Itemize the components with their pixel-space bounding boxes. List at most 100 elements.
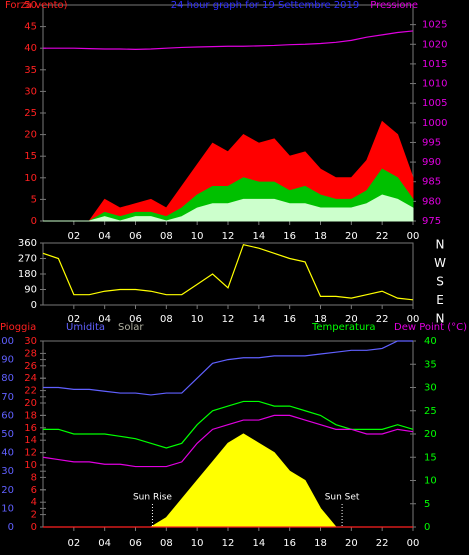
- y2-tick-label: 25: [424, 406, 437, 417]
- y3-tick-label: 0: [31, 522, 37, 533]
- x-tick-label: 14: [252, 314, 265, 325]
- y-tick-label: 0: [8, 522, 14, 533]
- x-tick-label: 18: [314, 231, 327, 242]
- y-tick-label: 35: [24, 65, 37, 76]
- y2-tick-label: 985: [422, 177, 441, 188]
- y-tick-label: 0: [31, 300, 37, 311]
- y-axis-label: Forza vento): [5, 0, 68, 11]
- x-tick-label: 06: [129, 314, 142, 325]
- y3-tick-label: 26: [24, 361, 37, 372]
- x-tick-label: 08: [160, 231, 173, 242]
- y-tick-label: 70: [1, 392, 14, 403]
- series-label: Temperatura: [311, 322, 376, 333]
- line: [43, 30, 414, 50]
- x-tick-label: 12: [222, 314, 235, 325]
- y-tick-label: 90: [1, 355, 14, 366]
- x-tick-label: 20: [345, 231, 358, 242]
- x-tick-label: 16: [283, 538, 296, 549]
- y3-tick-label: 2: [31, 510, 37, 521]
- line: [42, 414, 414, 468]
- x-tick-label: 14: [252, 231, 265, 242]
- x-tick-label: 22: [376, 314, 389, 325]
- x-tick-label: 04: [98, 314, 111, 325]
- series-label: Pioggia: [0, 322, 36, 333]
- x-tick-label: 14: [252, 538, 265, 549]
- compass-label: N: [436, 312, 445, 326]
- y-tick-label: 30: [1, 466, 14, 477]
- y-tick-label: 30: [24, 86, 37, 97]
- y3-tick-label: 30: [24, 336, 37, 347]
- x-tick-label: 10: [191, 314, 204, 325]
- y2-tick-label: 30: [424, 383, 437, 394]
- y3-tick-label: 22: [24, 386, 37, 397]
- compass-label: W: [434, 256, 446, 270]
- area: [43, 194, 414, 222]
- annotation: Sun Set: [325, 493, 360, 503]
- y-tick-label: 100: [0, 336, 14, 347]
- y3-tick-label: 12: [24, 448, 37, 459]
- y-tick-label: 10: [24, 173, 37, 184]
- x-tick-label: 10: [191, 538, 204, 549]
- x-tick-label: 12: [222, 538, 235, 549]
- y2-tick-label: 15: [424, 452, 437, 463]
- series-label: Dew Point (°C): [394, 322, 467, 333]
- y2-tick-label: 40: [424, 336, 437, 347]
- x-tick-label: 00: [407, 538, 420, 549]
- y2-tick-label: 1015: [422, 59, 447, 70]
- y2-tick-label: 995: [422, 137, 441, 148]
- y-tick-label: 0: [31, 216, 37, 227]
- x-tick-label: 10: [191, 231, 204, 242]
- y-tick-label: 80: [1, 373, 14, 384]
- y2-tick-label: 5: [424, 499, 430, 510]
- y-tick-label: 5: [31, 194, 37, 205]
- y3-tick-label: 16: [24, 423, 37, 434]
- x-tick-label: 06: [129, 538, 142, 549]
- y2-tick-label: 990: [422, 157, 441, 168]
- line: [42, 244, 414, 301]
- x-tick-label: 00: [407, 231, 420, 242]
- y3-tick-label: 18: [24, 410, 37, 421]
- y-tick-label: 10: [1, 503, 14, 514]
- x-tick-label: 20: [345, 538, 358, 549]
- x-tick-label: 18: [314, 314, 327, 325]
- x-tick-label: 02: [67, 314, 80, 325]
- y3-tick-label: 28: [24, 348, 37, 359]
- y-tick-label: 20: [1, 485, 14, 496]
- chart-title: 24 hour graph for 19 Settembre 2019: [171, 0, 360, 11]
- line: [43, 340, 413, 396]
- y3-tick-label: 4: [31, 497, 37, 508]
- y-tick-label: 40: [1, 448, 14, 459]
- y-tick-label: 270: [18, 254, 37, 265]
- plot-frame: [42, 242, 414, 306]
- y2-tick-label: 1010: [422, 79, 447, 90]
- y-tick-label: 50: [1, 429, 14, 440]
- y-tick-label: 20: [24, 130, 37, 141]
- y2-tick-label: 980: [422, 196, 441, 207]
- y2-axis-label: Pressione: [370, 0, 418, 11]
- y3-tick-label: 24: [24, 373, 37, 384]
- y2-tick-label: 1005: [422, 98, 447, 109]
- series-label: Umidita: [66, 322, 105, 333]
- y2-tick-label: 20: [424, 429, 437, 440]
- x-tick-label: 16: [283, 231, 296, 242]
- x-tick-label: 00: [407, 314, 420, 325]
- x-tick-label: 06: [129, 231, 142, 242]
- series-label: Solar: [118, 322, 144, 333]
- y-tick-label: 15: [24, 151, 37, 162]
- y-tick-label: 40: [24, 43, 37, 54]
- y3-tick-label: 8: [31, 472, 37, 483]
- y-tick-label: 45: [24, 22, 37, 33]
- y3-tick-label: 20: [24, 398, 37, 409]
- x-tick-label: 08: [160, 538, 173, 549]
- x-tick-label: 16: [283, 314, 296, 325]
- x-tick-label: 02: [67, 538, 80, 549]
- y2-tick-label: 1000: [422, 118, 447, 129]
- y3-tick-label: 10: [24, 460, 37, 471]
- x-tick-label: 22: [376, 538, 389, 549]
- x-tick-label: 18: [314, 538, 327, 549]
- y2-tick-label: 35: [424, 359, 437, 370]
- x-tick-label: 04: [98, 538, 111, 549]
- y2-tick-label: 975: [422, 216, 441, 227]
- x-tick-label: 04: [98, 231, 111, 242]
